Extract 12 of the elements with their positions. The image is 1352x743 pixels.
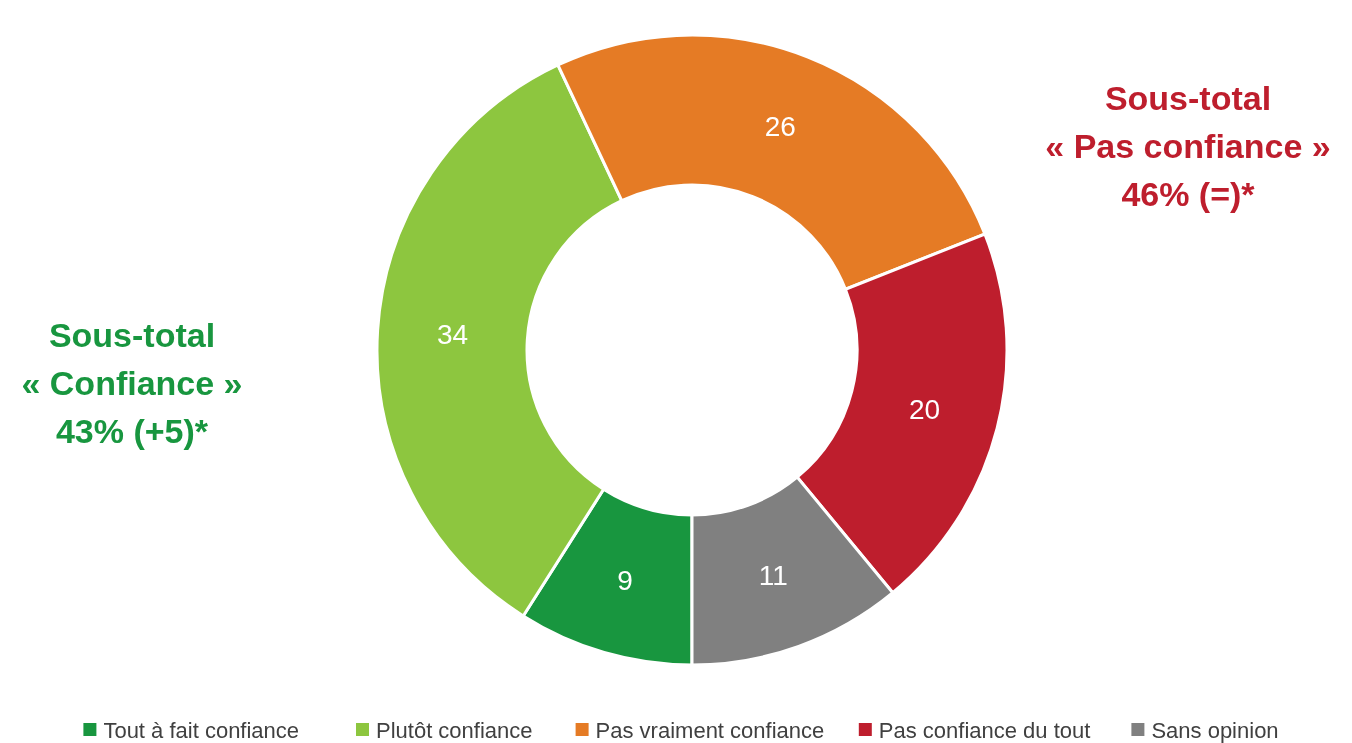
data-label: 20: [908, 394, 941, 426]
legend-label: Pas confiance du tout: [878, 717, 1091, 743]
legend-label: Sans opinion: [1151, 717, 1279, 743]
text: Sous-total « Pas confiance » 46% (=)*: [1045, 79, 1331, 213]
data-label: 11: [758, 560, 788, 592]
data-label: 34: [436, 319, 469, 351]
data-label: 9: [617, 564, 633, 596]
legend-label: Tout à fait confiance: [103, 717, 300, 743]
legend-label: Pas vraiment confiance: [595, 717, 825, 743]
data-label: 26: [764, 111, 796, 143]
legend-label: Plutôt confiance: [376, 717, 533, 743]
text: Sous-total « Confiance » 43% (+5)*: [21, 316, 243, 450]
